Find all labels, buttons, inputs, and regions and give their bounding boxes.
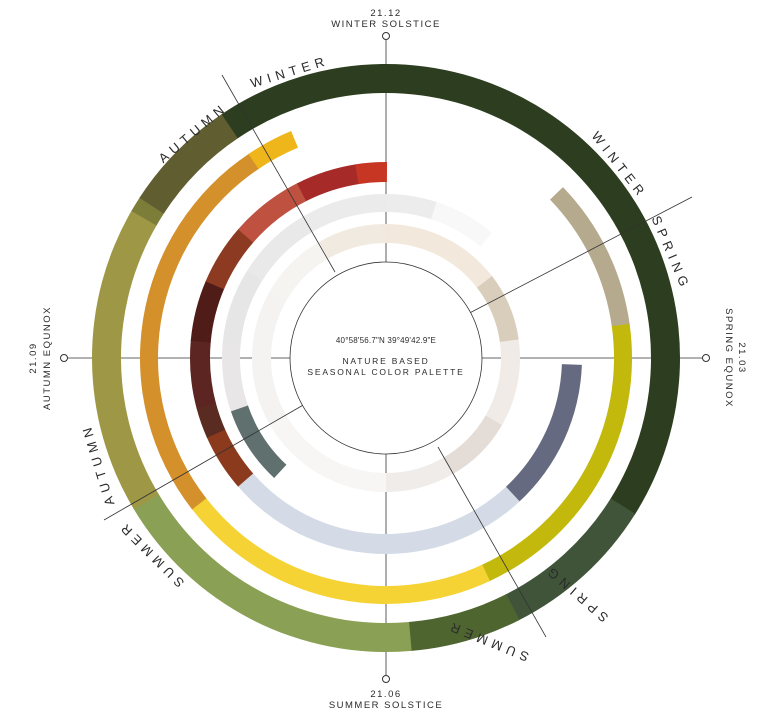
- top-marker-date: 21.12: [370, 8, 401, 19]
- beige-ring-segment: [319, 224, 387, 259]
- outer-seasons-segment: [139, 113, 239, 214]
- red-ring-segment: [237, 472, 520, 555]
- grey-ring-segment: [431, 202, 493, 247]
- divider-line-summer-autumn: [103, 403, 306, 521]
- red-ring-segment: [190, 280, 225, 343]
- bottom-axis-marker: [382, 675, 390, 683]
- yellow-ring-segment: [191, 497, 490, 604]
- outer-seasons-segment: [505, 498, 636, 621]
- grey-ring-segment: [304, 194, 387, 232]
- red-ring-segment: [297, 164, 360, 202]
- yellow-ring-segment: [550, 187, 630, 328]
- beige-ring-segment: [252, 290, 287, 425]
- red-ring-segment: [355, 161, 388, 185]
- red-ring-segment: [196, 402, 226, 438]
- right-marker-name: SPRING EQUNOX: [723, 308, 734, 408]
- yellow-ring-segment: [139, 153, 260, 510]
- red-ring-segment: [189, 339, 216, 409]
- outer-seasons-segment: [221, 64, 388, 139]
- outer-seasons-segment: [407, 594, 520, 652]
- grey-ring-segment: [221, 342, 248, 412]
- right-marker-date: 21.03: [736, 342, 747, 373]
- bottom-marker-date: 21.06: [370, 689, 401, 700]
- grey-ring-segment: [386, 194, 438, 220]
- red-ring-segment: [238, 182, 307, 243]
- center-title-line1: NATURE BASED: [342, 356, 429, 366]
- outer-seasons-segment: [92, 209, 159, 510]
- beige-ring-segment: [385, 457, 453, 492]
- red-ring-segment: [505, 364, 582, 503]
- outer-seasons-segment: [133, 493, 412, 652]
- divider-line-winter-autumn: [221, 74, 336, 273]
- beige-ring-segment: [269, 414, 386, 492]
- center-title-line2: SEASONAL COLOR PALETTE: [307, 367, 464, 377]
- beige-ring-segment: [442, 415, 503, 475]
- season-divider-lines: [103, 74, 693, 638]
- right-axis-marker: [702, 354, 710, 362]
- yellow-ring-segment: [481, 323, 632, 582]
- beige-ring-segment: [386, 224, 493, 288]
- color-rings: [92, 64, 680, 652]
- grey-ring-segment: [230, 404, 287, 478]
- divider-line-spring-summer: [437, 446, 547, 638]
- left-marker-name: AUTUMN EQUNOX: [42, 306, 53, 410]
- bottom-marker-name: SUMMER SOLSTICE: [329, 700, 443, 711]
- red-ring-segment: [206, 428, 254, 487]
- red-ring-segment: [205, 228, 254, 290]
- left-axis-marker: [60, 354, 68, 362]
- grey-ring-segment: [246, 215, 314, 281]
- left-marker-date: 21.09: [28, 342, 39, 373]
- outer-seasons-segment: [386, 64, 680, 516]
- beige-ring-segment: [476, 275, 519, 343]
- beige-ring-segment: [485, 339, 520, 426]
- grey-ring-segment: [222, 270, 263, 346]
- yellow-ring-segment: [248, 131, 299, 169]
- top-marker-name: WINTER SOLSTICE: [331, 19, 441, 30]
- top-axis-marker: [382, 32, 390, 40]
- center-coordinates: 40°58'56.7"N 39°49'42.9"E: [336, 336, 436, 345]
- beige-ring-segment: [269, 241, 330, 301]
- outer-seasons-segment: [131, 196, 165, 226]
- divider-line-winter-spring: [459, 196, 693, 319]
- center-disc: [289, 261, 483, 455]
